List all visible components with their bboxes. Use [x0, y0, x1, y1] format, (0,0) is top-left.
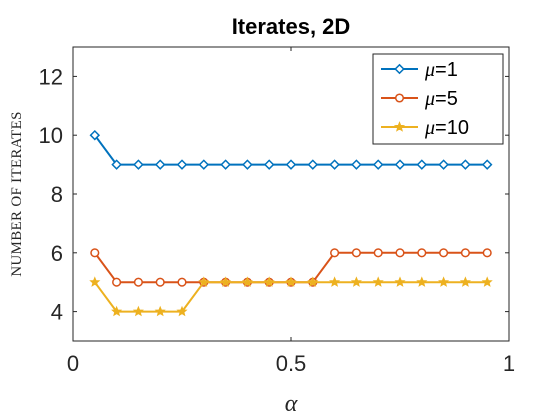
- data-point: [198, 276, 210, 287]
- data-point: [263, 276, 275, 287]
- y-tick-label: 4: [51, 300, 63, 325]
- data-point: [176, 159, 188, 170]
- data-point: [394, 159, 406, 170]
- legend-entry: μ=1: [381, 59, 458, 81]
- x-tick-label: 0: [67, 351, 79, 376]
- data-point: [89, 276, 101, 287]
- data-point: [481, 159, 493, 170]
- data-point: [307, 276, 319, 287]
- y-axis-label: NUMBER OF ITERATES: [9, 111, 25, 276]
- chart-title: Iterates, 2D: [232, 14, 351, 39]
- data-point: [220, 276, 232, 287]
- data-point: [330, 248, 340, 258]
- legend-label-symbol: μ: [424, 59, 435, 81]
- legend-label-value: =1: [435, 59, 458, 81]
- legend-label-value: =10: [435, 117, 469, 139]
- y-tick-label: 6: [51, 241, 63, 266]
- data-point: [285, 159, 297, 170]
- data-point: [416, 276, 428, 287]
- data-point: [285, 276, 297, 287]
- legend-marker: [394, 93, 405, 103]
- legend-label: μ=10: [424, 117, 469, 139]
- data-point: [263, 159, 275, 170]
- data-point: [439, 248, 449, 258]
- data-point: [417, 248, 427, 258]
- data-point: [351, 159, 362, 170]
- data-point: [482, 248, 492, 258]
- data-point: [176, 305, 188, 317]
- data-point: [372, 159, 384, 170]
- data-point: [154, 159, 166, 170]
- data-point: [460, 248, 470, 258]
- legend-marker: [394, 63, 405, 75]
- legend-label-symbol: μ: [424, 88, 435, 110]
- data-point: [373, 248, 383, 258]
- data-point: [416, 159, 428, 170]
- chart-axes: 0 0.5 1 4 6 8 10 12: [39, 46, 515, 376]
- data-point: [220, 159, 231, 170]
- x-axis-label: α: [285, 391, 298, 417]
- data-point: [132, 305, 144, 317]
- series-1: [89, 129, 493, 170]
- y-tick-label: 12: [39, 64, 63, 89]
- legend-label: μ=1: [424, 59, 458, 81]
- data-point: [241, 276, 253, 287]
- data-point: [90, 248, 100, 258]
- data-point: [481, 276, 493, 287]
- legend-entry: μ=5: [381, 88, 458, 110]
- data-point: [242, 159, 253, 170]
- data-point: [329, 276, 341, 287]
- data-point: [459, 276, 471, 287]
- data-point: [460, 159, 471, 170]
- legend-label-symbol: μ: [424, 117, 435, 139]
- series-3: [89, 276, 493, 317]
- y-tick-label: 10: [39, 123, 63, 148]
- legend-entry: μ=10: [381, 117, 469, 139]
- chart-legend: μ=1μ=5μ=10: [372, 53, 504, 145]
- data-point: [198, 159, 210, 170]
- data-point: [438, 276, 450, 287]
- data-point: [112, 277, 122, 287]
- data-point: [111, 159, 122, 170]
- data-point: [438, 159, 449, 170]
- y-tick-label: 8: [51, 182, 63, 207]
- data-point: [329, 159, 340, 170]
- x-tick-label: 0.5: [276, 351, 307, 376]
- legend-marker: [393, 121, 406, 132]
- data-point: [351, 248, 361, 258]
- chart-marks: [89, 129, 493, 317]
- data-point: [133, 159, 144, 170]
- data-point: [154, 305, 166, 317]
- data-point: [395, 248, 405, 258]
- data-point: [350, 276, 362, 287]
- data-point: [111, 305, 123, 317]
- data-point: [394, 276, 406, 287]
- x-tick-label: 1: [503, 351, 515, 376]
- legend-label-value: =5: [435, 88, 458, 110]
- data-point: [155, 277, 165, 287]
- data-point: [372, 276, 384, 287]
- data-point: [89, 129, 101, 141]
- data-point: [133, 277, 143, 287]
- data-point: [177, 277, 187, 287]
- data-point: [307, 159, 319, 170]
- legend-label: μ=5: [424, 88, 458, 110]
